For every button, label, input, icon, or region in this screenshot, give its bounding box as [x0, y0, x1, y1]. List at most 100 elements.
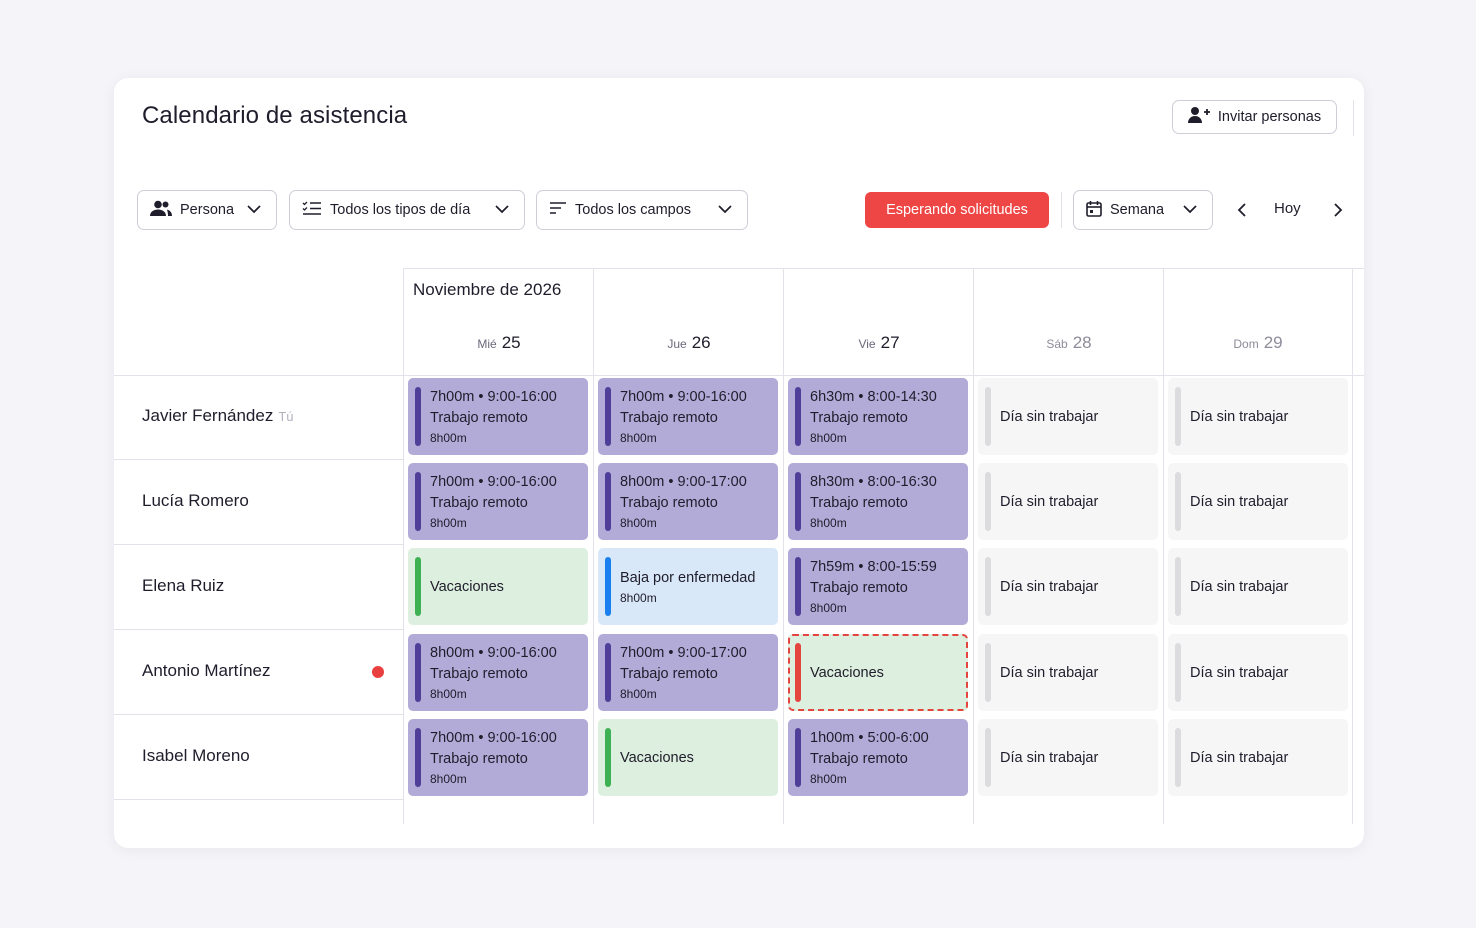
- attendance-cell[interactable]: 8h00m • 9:00-17:00 Trabajo remoto 8h00m: [598, 463, 778, 540]
- next-week-button[interactable]: [1326, 198, 1350, 222]
- invite-people-button[interactable]: Invitar personas: [1172, 100, 1337, 134]
- cell-planned: 8h00m: [430, 430, 467, 445]
- you-tag: Tú: [278, 409, 294, 424]
- cell-type: Vacaciones: [810, 664, 884, 681]
- person-row-lucia[interactable]: Lucía Romero: [142, 491, 249, 511]
- cell-content: 7h59m • 8:00-15:59 Trabajo remoto 8h00m: [810, 548, 964, 625]
- attendance-cell[interactable]: Día sin trabajar: [1168, 634, 1348, 711]
- grid-line: [403, 268, 1364, 269]
- attendance-cell[interactable]: 7h00m • 9:00-16:00 Trabajo remoto 8h00m: [408, 463, 588, 540]
- chevron-down-icon: [246, 202, 262, 218]
- grid-line: [1352, 268, 1353, 824]
- fields-filter-label: Todos los campos: [575, 202, 692, 218]
- previous-week-button[interactable]: [1230, 198, 1254, 222]
- chevron-down-icon: [494, 202, 510, 218]
- cell-content: 6h30m • 8:00-14:30 Trabajo remoto 8h00m: [810, 378, 964, 455]
- status-bar: [985, 387, 991, 446]
- cell-type: Trabajo remoto: [620, 494, 718, 511]
- day-name: Mié: [477, 337, 497, 351]
- person-row-elena[interactable]: Elena Ruiz: [142, 576, 224, 596]
- attendance-cell[interactable]: 1h00m • 5:00-6:00 Trabajo remoto 8h00m: [788, 719, 968, 796]
- cell-content: Día sin trabajar: [1000, 634, 1154, 711]
- status-bar: [1175, 472, 1181, 531]
- waiting-requests-button[interactable]: Esperando solicitudes: [865, 192, 1049, 228]
- person-row-isabel[interactable]: Isabel Moreno: [142, 746, 250, 766]
- person-row-antonio[interactable]: Antonio Martínez: [142, 661, 271, 681]
- attendance-cell[interactable]: Día sin trabajar: [978, 463, 1158, 540]
- cell-type: Día sin trabajar: [1000, 493, 1099, 510]
- cell-type: Día sin trabajar: [1190, 664, 1289, 681]
- status-bar: [605, 472, 611, 531]
- status-bar: [985, 472, 991, 531]
- cell-planned: 8h00m: [430, 515, 467, 530]
- cell-content: 7h00m • 9:00-16:00 Trabajo remoto 8h00m: [430, 463, 584, 540]
- attendance-cell[interactable]: Vacaciones: [598, 719, 778, 796]
- page-title: Calendario de asistencia: [142, 102, 408, 129]
- calendar-grid: Noviembre de 2026 Mié 25 Jue 26 Vie 27 Sáb 2…: [114, 268, 1364, 848]
- attendance-cell[interactable]: 7h00m • 9:00-16:00 Trabajo remoto 8h00m: [598, 378, 778, 455]
- attendance-cell[interactable]: Día sin trabajar: [1168, 548, 1348, 625]
- cell-hours: 7h00m • 9:00-16:00: [430, 729, 557, 746]
- cell-type: Trabajo remoto: [430, 409, 528, 426]
- attendance-cell[interactable]: Día sin trabajar: [1168, 378, 1348, 455]
- cell-content: Día sin trabajar: [1190, 548, 1344, 625]
- today-button[interactable]: Hoy: [1274, 200, 1301, 217]
- attendance-cell[interactable]: Día sin trabajar: [1168, 463, 1348, 540]
- cell-type: Trabajo remoto: [810, 409, 908, 426]
- attendance-cell[interactable]: Vacaciones: [408, 548, 588, 625]
- cell-content: Vacaciones: [430, 548, 584, 625]
- person-filter-label: Persona: [180, 202, 235, 218]
- cell-planned: 8h00m: [620, 515, 657, 530]
- grid-line: [114, 714, 403, 715]
- attendance-cell[interactable]: Baja por enfermedad 8h00m: [598, 548, 778, 625]
- person-filter[interactable]: Persona: [137, 190, 277, 230]
- cell-type: Trabajo remoto: [810, 579, 908, 596]
- cell-content: Día sin trabajar: [1190, 378, 1344, 455]
- grid-line: [783, 268, 784, 824]
- cell-content: 7h00m • 9:00-16:00 Trabajo remoto 8h00m: [620, 378, 774, 455]
- grid-line: [114, 629, 403, 630]
- attendance-cell[interactable]: Día sin trabajar: [1168, 719, 1348, 796]
- calendar-icon: [1086, 200, 1102, 221]
- day-number: 25: [501, 333, 521, 352]
- cell-content: Día sin trabajar: [1190, 634, 1344, 711]
- status-bar: [605, 557, 611, 616]
- status-bar: [415, 472, 421, 531]
- attendance-cell[interactable]: 8h30m • 8:00-16:30 Trabajo remoto 8h00m: [788, 463, 968, 540]
- status-bar: [795, 557, 801, 616]
- status-bar: [795, 728, 801, 787]
- cell-type: Día sin trabajar: [1000, 664, 1099, 681]
- person-row-javier[interactable]: Javier Fernández Tú: [142, 406, 294, 426]
- person-name: Javier Fernández: [142, 406, 274, 425]
- day-name: Sáb: [1046, 337, 1068, 351]
- cell-type: Vacaciones: [620, 749, 694, 766]
- attendance-cell[interactable]: Día sin trabajar: [978, 378, 1158, 455]
- cell-content: 7h00m • 9:00-16:00 Trabajo remoto 8h00m: [430, 719, 584, 796]
- cell-content: Día sin trabajar: [1000, 463, 1154, 540]
- cell-content: Vacaciones: [810, 636, 962, 709]
- cell-type: Trabajo remoto: [620, 665, 718, 682]
- attendance-cell[interactable]: 7h59m • 8:00-15:59 Trabajo remoto 8h00m: [788, 548, 968, 625]
- grid-line: [1163, 268, 1164, 824]
- fields-filter[interactable]: Todos los campos: [536, 190, 748, 230]
- attendance-cell[interactable]: Día sin trabajar: [978, 719, 1158, 796]
- day-header-thu: Jue 26: [594, 333, 784, 353]
- attendance-cell[interactable]: 8h00m • 9:00-16:00 Trabajo remoto 8h00m: [408, 634, 588, 711]
- view-select[interactable]: Semana: [1073, 190, 1213, 230]
- attendance-cell[interactable]: Vacaciones: [788, 634, 968, 711]
- attendance-cell[interactable]: 7h00m • 9:00-16:00 Trabajo remoto 8h00m: [408, 719, 588, 796]
- attendance-cell[interactable]: Día sin trabajar: [978, 548, 1158, 625]
- status-bar: [1175, 643, 1181, 702]
- attendance-cell[interactable]: Día sin trabajar: [978, 634, 1158, 711]
- cell-content: 7h00m • 9:00-17:00 Trabajo remoto 8h00m: [620, 634, 774, 711]
- chevron-left-icon: [1237, 203, 1246, 217]
- attendance-card: Calendario de asistencia Invitar persona…: [114, 78, 1364, 848]
- cell-type: Día sin trabajar: [1190, 408, 1289, 425]
- grid-line: [593, 268, 594, 824]
- day-types-filter[interactable]: Todos los tipos de día: [289, 190, 525, 230]
- attendance-cell[interactable]: 7h00m • 9:00-17:00 Trabajo remoto 8h00m: [598, 634, 778, 711]
- attendance-cell[interactable]: 7h00m • 9:00-16:00 Trabajo remoto 8h00m: [408, 378, 588, 455]
- cell-content: Día sin trabajar: [1000, 719, 1154, 796]
- cell-content: 8h30m • 8:00-16:30 Trabajo remoto 8h00m: [810, 463, 964, 540]
- attendance-cell[interactable]: 6h30m • 8:00-14:30 Trabajo remoto 8h00m: [788, 378, 968, 455]
